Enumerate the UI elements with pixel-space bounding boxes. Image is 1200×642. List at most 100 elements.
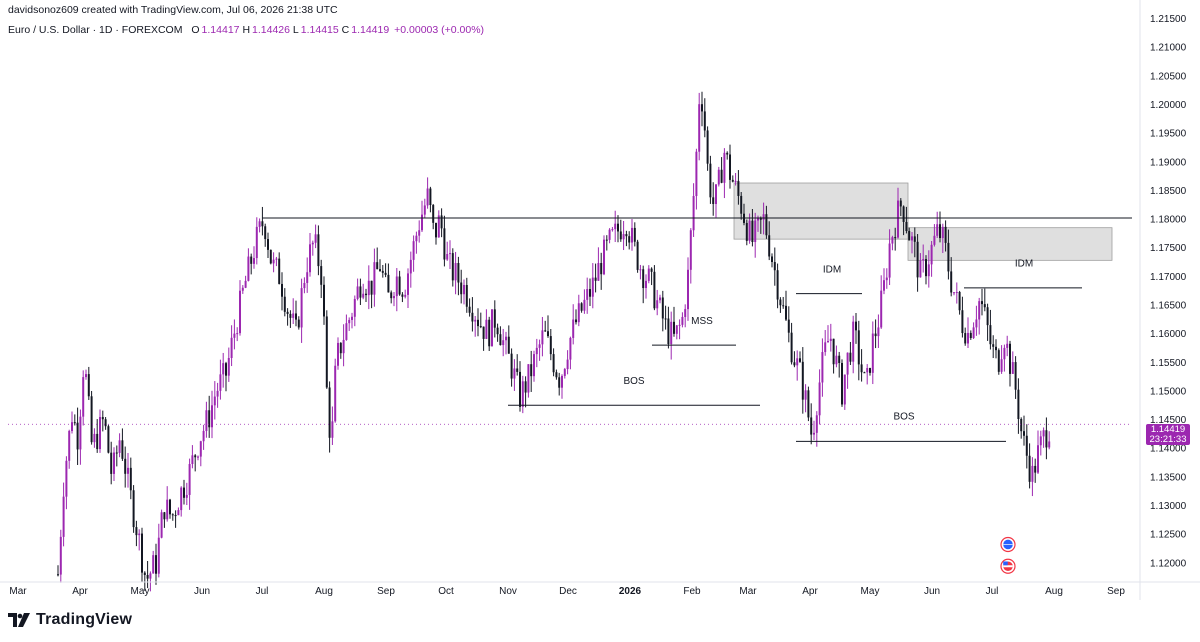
candle-body	[174, 515, 177, 517]
candle-body	[59, 536, 62, 575]
y-tick-label: 1.18000	[1150, 215, 1187, 226]
time-axis[interactable]: Mar Apr May Jun Jul Aug Sep Oct Nov Dec 2026 Feb Mar…	[0, 581, 1200, 597]
candle-body	[90, 396, 93, 443]
candle-body	[222, 363, 225, 375]
candle-body	[437, 215, 440, 238]
candle-body	[701, 104, 703, 112]
candle-body	[115, 452, 118, 454]
candle-body	[706, 130, 709, 164]
candle-body	[874, 333, 877, 337]
candle-body	[477, 319, 479, 327]
candle-body	[496, 327, 499, 335]
candle-body	[569, 337, 572, 360]
candle-body	[177, 510, 180, 516]
candle-body	[572, 319, 575, 338]
x-tick-label: May	[131, 586, 150, 597]
candle-body	[628, 236, 631, 243]
candle-body	[782, 305, 785, 307]
candle-body	[309, 244, 311, 273]
candle-body	[902, 206, 905, 222]
candle-body	[981, 301, 983, 305]
candle-body	[446, 254, 449, 260]
candle-body	[771, 256, 773, 263]
price-axis[interactable]: 1.21500 1.21000 1.20500 1.20000 1.19500 1.190…	[1139, 0, 1187, 600]
candle-body	[737, 180, 740, 196]
candle-body	[958, 292, 961, 311]
candle-body	[379, 269, 381, 271]
candle-body	[717, 169, 720, 185]
candle-body	[768, 235, 771, 257]
candle-body	[583, 299, 586, 311]
candle-body	[639, 269, 642, 271]
candle-body	[401, 294, 404, 297]
candle-body	[261, 221, 264, 227]
candle-body	[79, 416, 82, 450]
candle-body	[415, 235, 418, 242]
candle-body	[376, 262, 379, 270]
y-tick-label: 1.13000	[1150, 501, 1187, 512]
candle-body	[460, 282, 463, 295]
candle-body	[521, 381, 524, 407]
tradingview-logo[interactable]: TradingView	[8, 611, 132, 629]
us-flag-icon[interactable]	[1000, 558, 1016, 574]
ohlc-legend: Euro / U.S. Dollar · 1D · FOREXCOM O 1.14…	[8, 24, 484, 36]
candle-body	[129, 467, 132, 491]
candle-body	[247, 256, 250, 281]
candle-body	[468, 306, 471, 313]
candle-body	[871, 333, 874, 373]
candle-body	[230, 337, 233, 359]
candle-body	[421, 214, 423, 231]
flag-canton	[1003, 561, 1008, 566]
high-value: 1.14426	[252, 24, 290, 36]
candle-body	[457, 263, 460, 283]
x-tick-label: Apr	[802, 586, 818, 597]
candle-body	[429, 188, 432, 206]
candle-body	[519, 371, 521, 407]
candle-body	[605, 239, 608, 241]
candle-body	[412, 241, 415, 260]
candle-body	[636, 241, 639, 270]
candle-body	[678, 324, 681, 326]
x-tick-label: Mar	[739, 586, 757, 597]
candle-body	[365, 293, 367, 296]
candle-body	[1031, 465, 1034, 482]
candle-body	[796, 358, 799, 366]
candle-body	[499, 334, 502, 346]
candle-body	[110, 452, 113, 474]
candle-body	[715, 184, 717, 205]
candle-body	[409, 259, 412, 274]
candle-body	[950, 271, 953, 293]
candle-body	[832, 338, 835, 365]
candle-body	[216, 390, 219, 397]
candle-body	[566, 359, 569, 370]
candle-body	[286, 311, 289, 314]
candle-body	[479, 326, 482, 328]
candle-body	[320, 266, 323, 285]
event-markers[interactable]	[1000, 536, 1016, 574]
candle-body	[1028, 455, 1031, 482]
candle-body	[813, 432, 815, 435]
globe-icon[interactable]	[1000, 536, 1016, 553]
candle-body	[687, 269, 689, 310]
candle-body	[337, 342, 339, 366]
candle-body	[213, 396, 216, 406]
candle-body	[720, 169, 723, 183]
candle-body	[544, 330, 547, 332]
candle-body	[894, 237, 897, 239]
candle-body	[432, 205, 435, 223]
candle-body	[611, 229, 614, 231]
candle-body	[908, 230, 911, 241]
candle-body	[418, 230, 421, 236]
candle-body	[681, 316, 684, 325]
candle-body	[325, 316, 328, 388]
candle-body	[381, 270, 384, 273]
y-tick-label: 1.15500	[1150, 358, 1187, 369]
candle-body	[1009, 343, 1011, 374]
low-value: 1.14415	[300, 24, 339, 36]
candle-body	[533, 354, 535, 377]
candle-body	[127, 467, 129, 474]
candle-body	[619, 231, 622, 240]
candle-body	[709, 163, 712, 198]
structure-label: IDM	[1015, 259, 1033, 270]
